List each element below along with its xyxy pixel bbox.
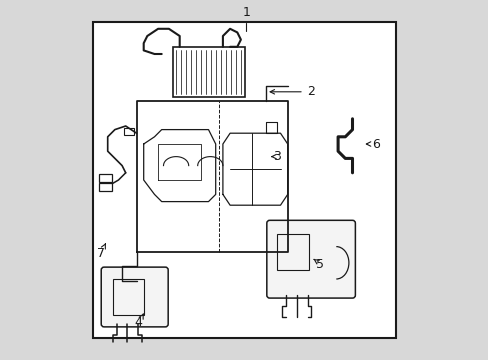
Text: 2: 2 — [306, 85, 314, 98]
Bar — [123, 128, 134, 135]
Bar — [276, 234, 309, 270]
Bar — [99, 174, 112, 182]
Text: 4: 4 — [134, 316, 142, 329]
FancyBboxPatch shape — [101, 267, 168, 327]
Text: 7: 7 — [96, 247, 104, 260]
Bar — [99, 183, 112, 191]
Text: 6: 6 — [371, 138, 379, 150]
Bar — [113, 279, 143, 315]
FancyBboxPatch shape — [266, 220, 355, 298]
Text: 3: 3 — [272, 150, 280, 163]
Bar — [172, 47, 244, 97]
Bar — [93, 22, 395, 338]
Text: 5: 5 — [315, 258, 324, 271]
Text: 1: 1 — [242, 6, 250, 19]
